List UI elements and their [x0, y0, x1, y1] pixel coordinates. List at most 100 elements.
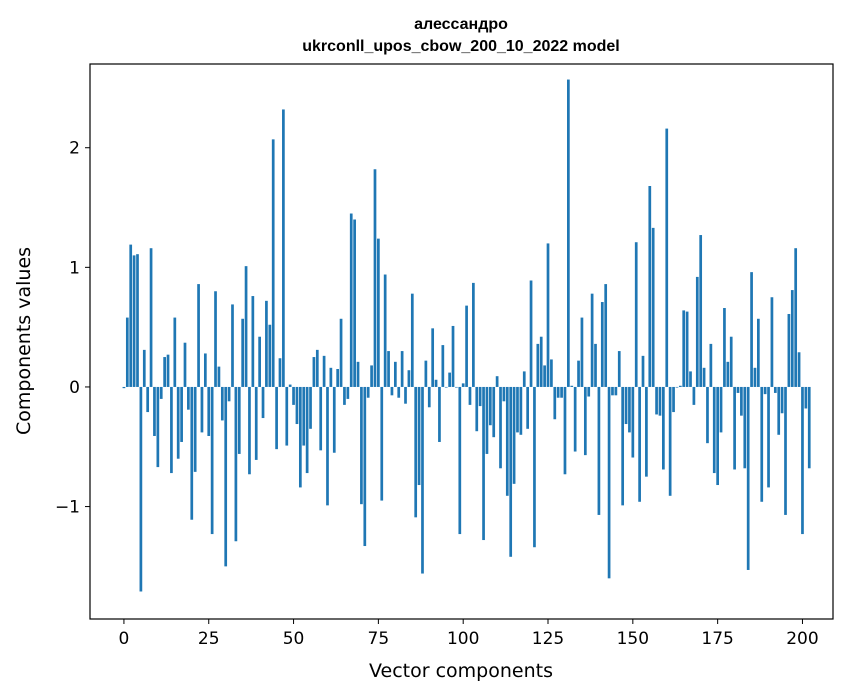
bar	[278, 358, 282, 387]
bar	[621, 386, 625, 506]
bar	[692, 386, 696, 405]
bar	[125, 317, 129, 387]
bar	[261, 386, 265, 419]
bar	[689, 371, 692, 387]
bar	[312, 357, 316, 387]
bar	[556, 386, 560, 398]
bar	[631, 386, 635, 458]
bar	[719, 386, 723, 433]
bar	[353, 219, 356, 387]
bar	[282, 109, 285, 387]
bar	[651, 227, 655, 387]
y-tick-label: 1	[69, 258, 80, 278]
bar	[285, 386, 289, 446]
bar	[305, 386, 309, 474]
bar	[539, 336, 543, 387]
bar	[509, 386, 513, 557]
bar	[200, 386, 204, 433]
bar	[607, 386, 611, 579]
bar	[451, 325, 455, 387]
bar	[248, 386, 251, 475]
bar	[678, 385, 682, 387]
bar	[380, 386, 384, 501]
chart-title-line1: алессандро	[414, 16, 508, 33]
bar	[156, 386, 160, 468]
bar	[438, 386, 441, 442]
bar	[254, 386, 258, 460]
bar	[468, 386, 472, 405]
bar	[750, 272, 753, 387]
bar	[662, 386, 665, 470]
bar	[183, 342, 187, 387]
bar	[794, 248, 798, 387]
bar	[638, 386, 641, 502]
bar	[448, 372, 451, 387]
bar	[512, 386, 516, 484]
bar	[414, 386, 418, 518]
bar	[265, 300, 268, 387]
bar	[526, 386, 530, 429]
x-tick-label: 0	[119, 629, 130, 649]
bar	[455, 386, 458, 388]
y-tick-label: 0	[69, 378, 80, 398]
chart-title-line2: ukrconll_upos_cbow_200_10_2022 model	[302, 38, 619, 55]
bar	[187, 386, 190, 410]
bar	[417, 386, 421, 486]
bar	[645, 386, 648, 477]
bar	[170, 386, 173, 474]
bar	[583, 386, 587, 456]
bar	[716, 386, 719, 486]
bar	[763, 386, 767, 395]
bar	[214, 291, 217, 387]
bar	[441, 345, 445, 387]
bar	[614, 386, 618, 396]
bar	[400, 351, 404, 387]
bar	[563, 386, 567, 475]
bar	[288, 384, 292, 387]
bar	[641, 355, 645, 387]
bar	[251, 296, 255, 387]
bar	[594, 343, 597, 387]
x-tick-label: 200	[786, 629, 818, 649]
x-tick-label: 150	[617, 629, 649, 649]
x-axis-label: Vector components	[369, 660, 553, 682]
bar	[309, 386, 312, 429]
bar	[580, 317, 584, 387]
bar	[465, 305, 468, 387]
x-tick-label: 50	[283, 629, 305, 649]
bar	[760, 386, 764, 502]
bar	[617, 351, 621, 387]
bar	[634, 242, 638, 387]
bar	[485, 386, 489, 454]
bar	[275, 386, 278, 450]
bar	[159, 386, 163, 399]
bar	[190, 386, 194, 520]
bar	[672, 386, 675, 413]
x-tick-label: 25	[198, 629, 220, 649]
bar	[217, 366, 221, 387]
bar	[780, 386, 784, 414]
bar	[723, 308, 726, 387]
bar	[136, 254, 139, 387]
bar	[349, 213, 353, 387]
bar	[410, 293, 414, 387]
bar	[163, 357, 166, 387]
bar	[146, 386, 150, 413]
bar	[166, 354, 170, 387]
bar	[740, 386, 743, 416]
bar	[346, 386, 350, 399]
bar	[709, 343, 713, 387]
bar	[587, 386, 591, 397]
bar	[387, 351, 390, 387]
bar	[461, 383, 465, 387]
bar	[407, 370, 411, 387]
bar	[706, 386, 709, 444]
bar	[444, 386, 448, 388]
x-tick-label: 75	[368, 629, 390, 649]
bar	[502, 386, 506, 402]
bar	[258, 336, 261, 387]
bar	[743, 386, 747, 469]
y-axis-ticks: −1 0 1 2	[55, 139, 90, 518]
bar	[777, 386, 781, 435]
